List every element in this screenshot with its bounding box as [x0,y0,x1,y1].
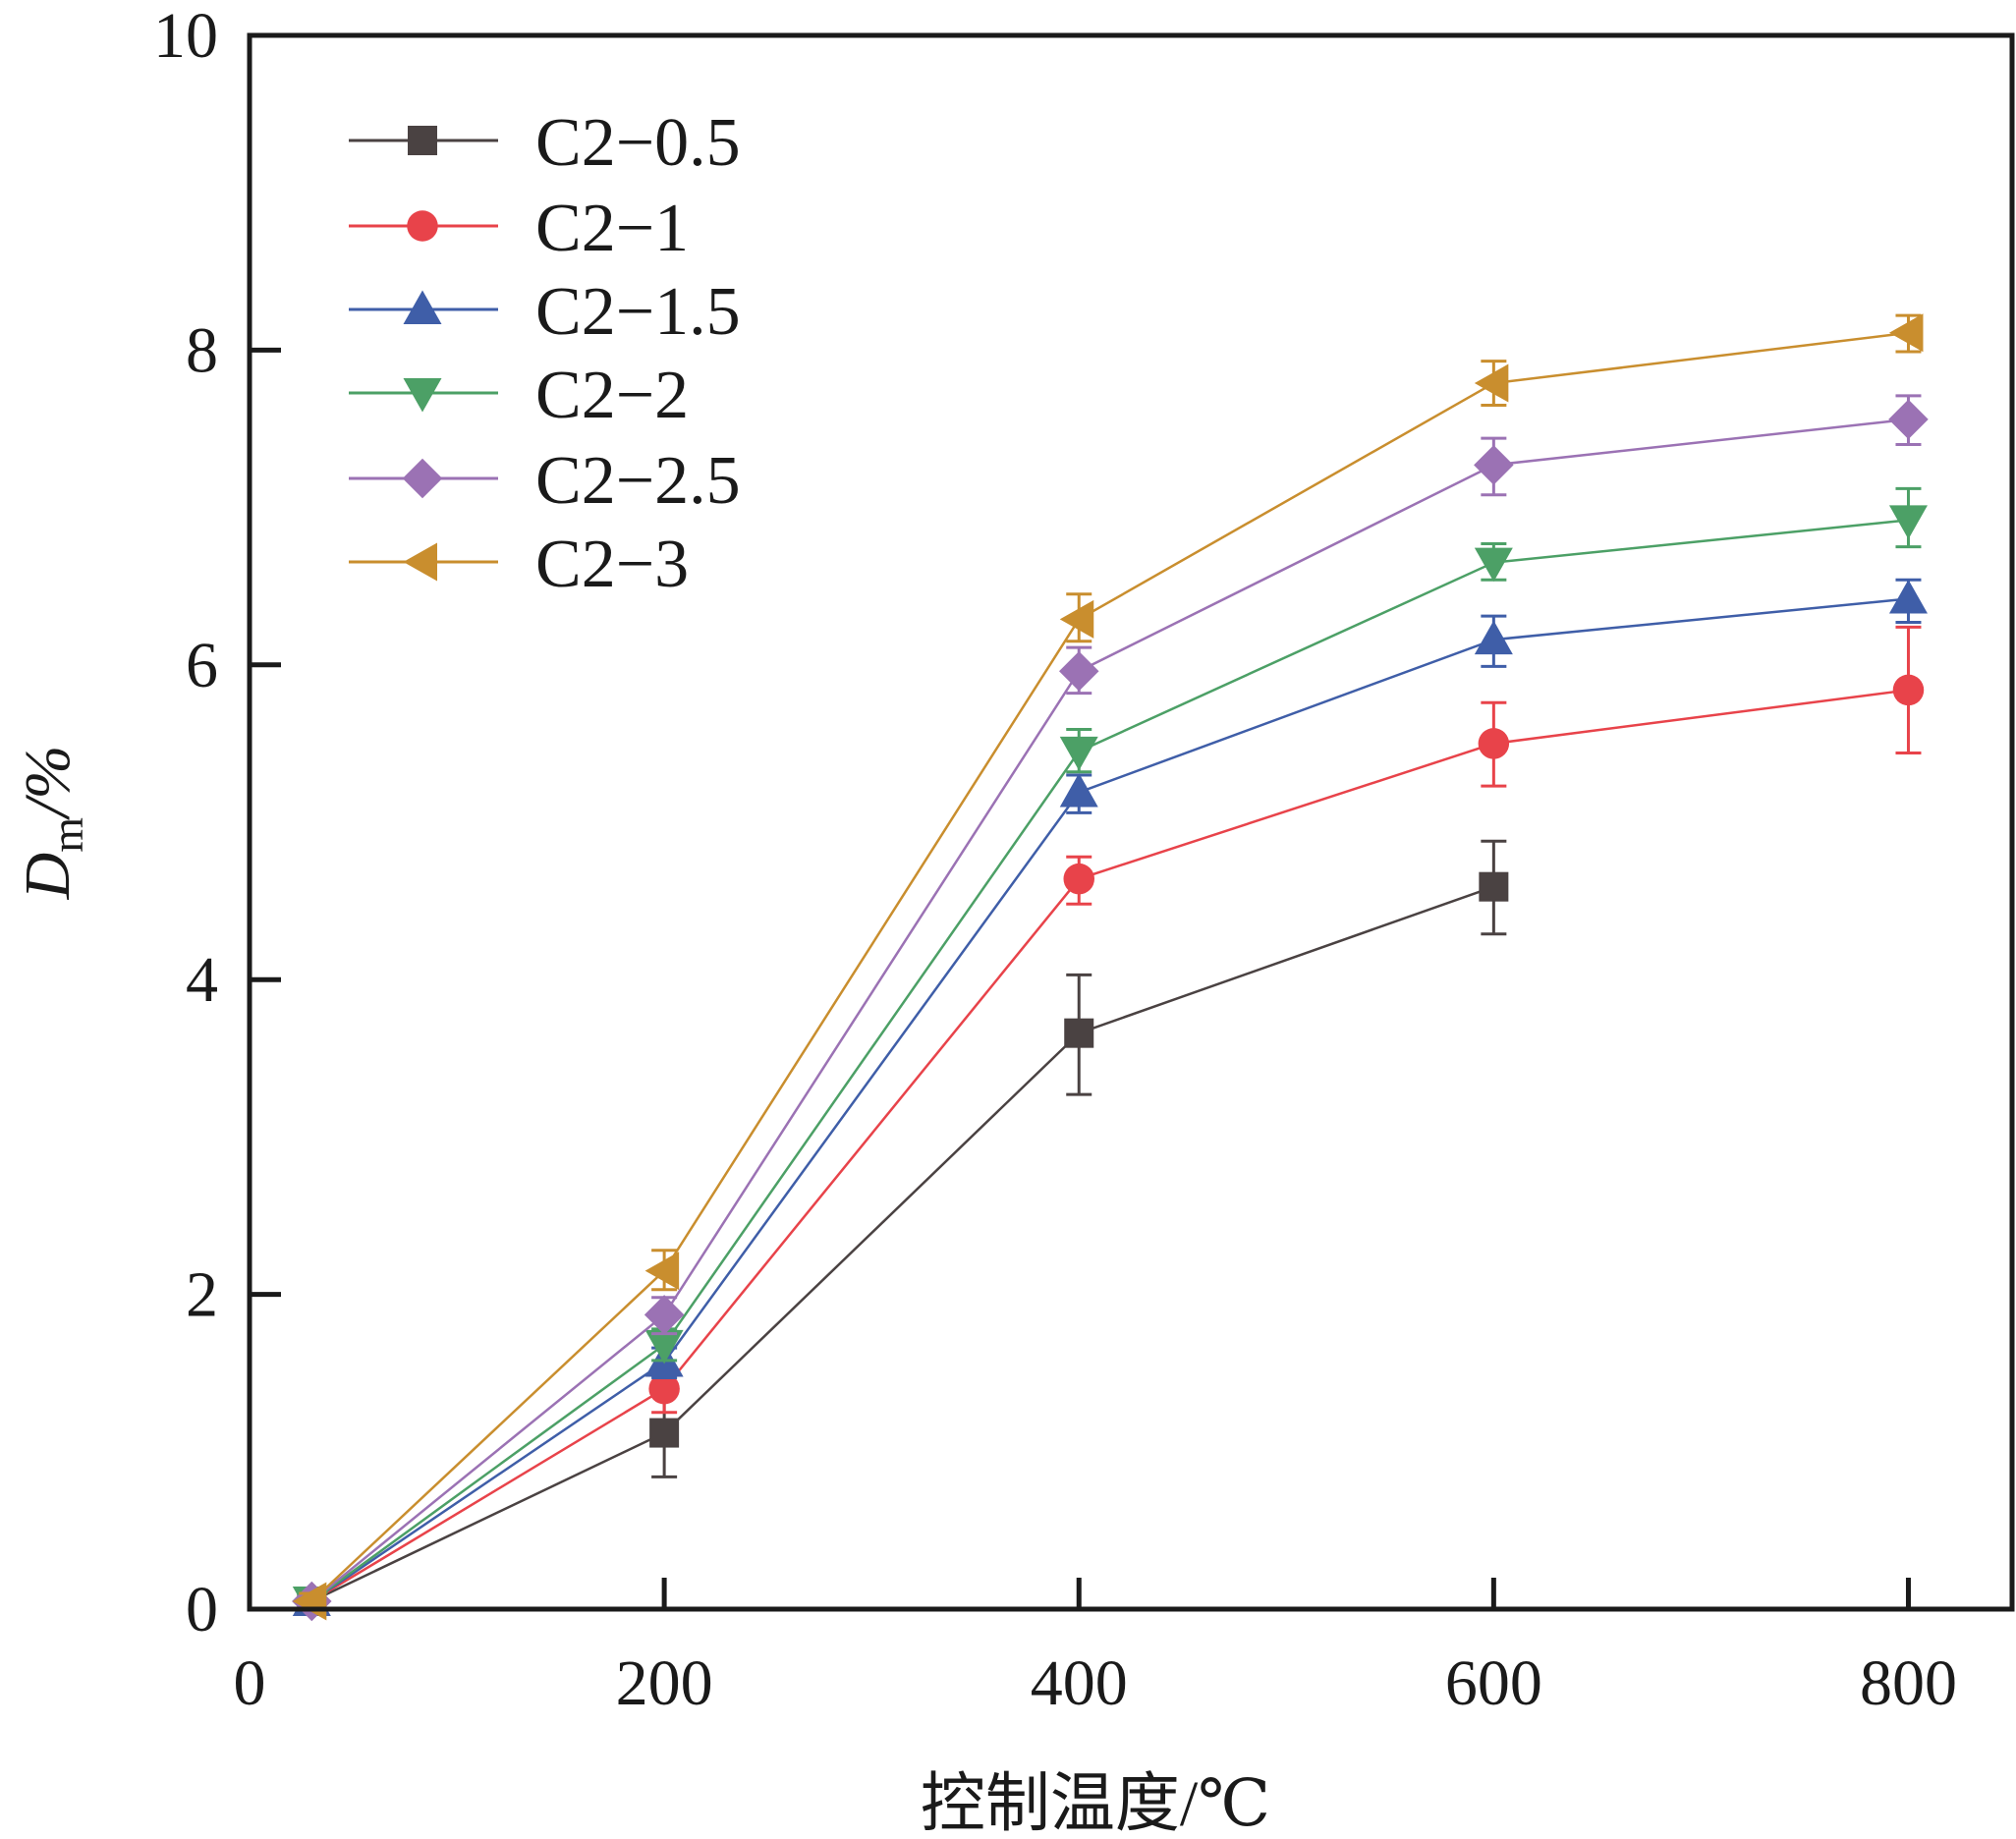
y-tick-label: 6 [186,630,218,701]
data-point-marker [1059,599,1094,639]
legend-item: C2−1.5 [349,274,741,350]
legend-label: C2−2.5 [535,443,741,519]
data-point-marker [1474,445,1514,485]
legend-item: C2−1 [349,191,689,266]
y-axis-label-main: D [12,853,84,901]
legend-item: C2−3 [349,527,689,602]
data-point-marker [648,1372,680,1405]
y-tick-label: 0 [186,1574,218,1645]
data-point-marker [1063,863,1094,895]
y-axis-label: Dm/% [12,746,92,901]
series-line [310,689,1909,1603]
y-axis-label-sub: m [42,817,92,853]
plot-content [292,313,1929,1622]
data-point-marker [1059,736,1098,771]
data-point-marker [1478,728,1510,759]
legend-marker [402,458,443,499]
x-tick-label: 0 [234,1647,266,1719]
legend-item: C2−2.5 [349,443,741,519]
data-point-marker [1892,674,1925,706]
data-point-marker [644,1252,680,1291]
legend-label: C2−2 [535,358,689,433]
data-point-marker [1474,547,1513,583]
x-tick-label: 200 [616,1647,713,1719]
data-point-marker [1059,773,1098,808]
x-tick-label: 600 [1445,1647,1542,1719]
data-point-marker [1888,580,1928,614]
data-point-marker [1474,620,1513,655]
axis-ticks: 0 200 400 600 800 0 2 4 6 8 10 [153,0,1957,1719]
legend-label: C2−0.5 [535,105,741,181]
legend-label: C2−1 [535,191,689,266]
plot-frame [247,32,2015,1612]
legend-marker [407,210,438,242]
data-point-marker [1888,399,1929,440]
legend-marker [408,126,437,155]
y-tick-label: 10 [153,0,218,72]
legend-marker [403,290,442,324]
data-point-marker [644,1295,685,1335]
x-tick-label: 400 [1031,1647,1128,1719]
series-2 [296,625,1925,1617]
data-point-marker [1888,505,1928,539]
series-3 [292,578,1928,1616]
series-line [310,331,1909,1602]
legend-marker [403,378,442,413]
legend-item: C2−0.5 [349,105,741,181]
series-6 [292,313,1924,1621]
data-point-marker [649,1418,680,1448]
data-point-marker [1064,1018,1094,1048]
legend-label: C2−1.5 [535,274,741,350]
series-line [310,885,1494,1603]
data-point-marker [1479,871,1509,902]
data-point-marker [1474,363,1509,403]
y-tick-label: 2 [186,1259,218,1331]
x-axis-label: 控制温度/℃ [921,1768,1270,1839]
series-4 [292,486,1928,1621]
y-axis-label-unit: /% [12,746,84,821]
data-point-marker [1888,313,1924,353]
data-point-marker [644,1329,684,1365]
legend-marker [403,542,437,582]
legend: C2−0.5 C2−1 C2−1.5 C2−2 C2−2.5 C2−3 [349,105,741,602]
data-point-marker [1058,650,1099,692]
y-tick-label: 4 [186,944,218,1016]
x-tick-label: 800 [1860,1647,1957,1719]
legend-label: C2−3 [535,527,689,602]
series-line [310,597,1909,1603]
y-tick-label: 8 [186,314,218,386]
legend-item: C2−2 [349,358,689,433]
svg-text:Dm/%: Dm/% [12,746,92,901]
